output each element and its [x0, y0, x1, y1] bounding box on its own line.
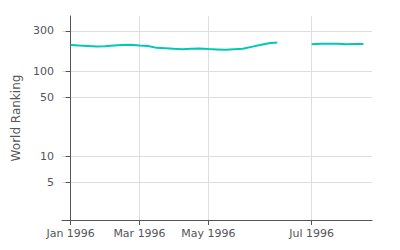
svg-text:300: 300 — [33, 24, 54, 37]
svg-text:Mar 1996: Mar 1996 — [113, 227, 165, 240]
svg-text:Jul 1996: Jul 1996 — [288, 227, 334, 240]
svg-text:May 1996: May 1996 — [181, 227, 235, 240]
svg-text:50: 50 — [40, 91, 54, 104]
svg-text:World Ranking: World Ranking — [9, 75, 23, 162]
svg-text:Jan 1996: Jan 1996 — [45, 227, 94, 240]
svg-text:100: 100 — [33, 65, 54, 78]
svg-text:10: 10 — [40, 150, 54, 163]
svg-text:5: 5 — [47, 176, 54, 189]
